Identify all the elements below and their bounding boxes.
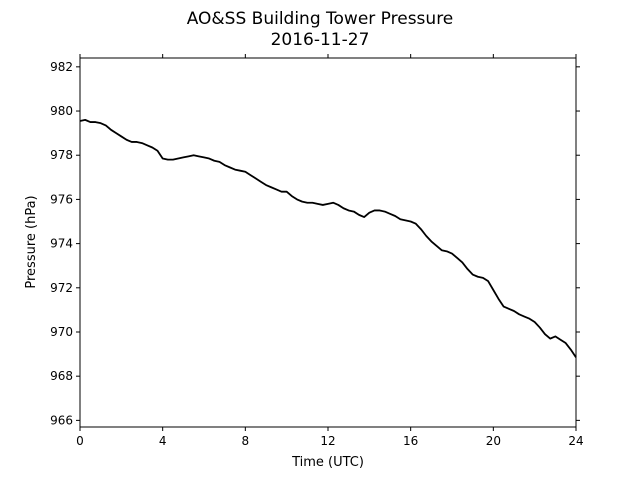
axis-ticks: 0 4 8 12 16 20 24 966 968 970 972 974 976 978 980 982 <box>50 54 584 448</box>
y-axis-label: Pressure (hPa) <box>24 195 39 288</box>
y-tick-label: 982 <box>50 60 73 74</box>
x-tick-label: 20 <box>486 434 501 448</box>
x-tick-label: 0 <box>76 434 84 448</box>
y-tick-label: 970 <box>50 325 73 339</box>
x-tick-label: 16 <box>403 434 418 448</box>
x-tick-label: 24 <box>568 434 583 448</box>
x-tick-label: 4 <box>159 434 167 448</box>
chart-title: AO&SS Building Tower Pressure <box>187 9 454 29</box>
y-tick-label: 972 <box>50 281 73 295</box>
x-tick-label: 8 <box>242 434 250 448</box>
x-tick-label: 12 <box>320 434 335 448</box>
y-tick-label: 966 <box>50 413 73 427</box>
chart-subtitle: 2016-11-27 <box>271 30 370 50</box>
y-tick-label: 974 <box>50 237 73 251</box>
series-line <box>79 118 577 358</box>
y-tick-label: 976 <box>50 192 73 206</box>
y-tick-label: 968 <box>50 369 73 383</box>
plot-frame <box>79 57 577 428</box>
y-tick-label: 978 <box>50 148 73 162</box>
x-axis-label: Time (UTC) <box>291 455 364 470</box>
y-tick-label: 980 <box>50 104 73 118</box>
